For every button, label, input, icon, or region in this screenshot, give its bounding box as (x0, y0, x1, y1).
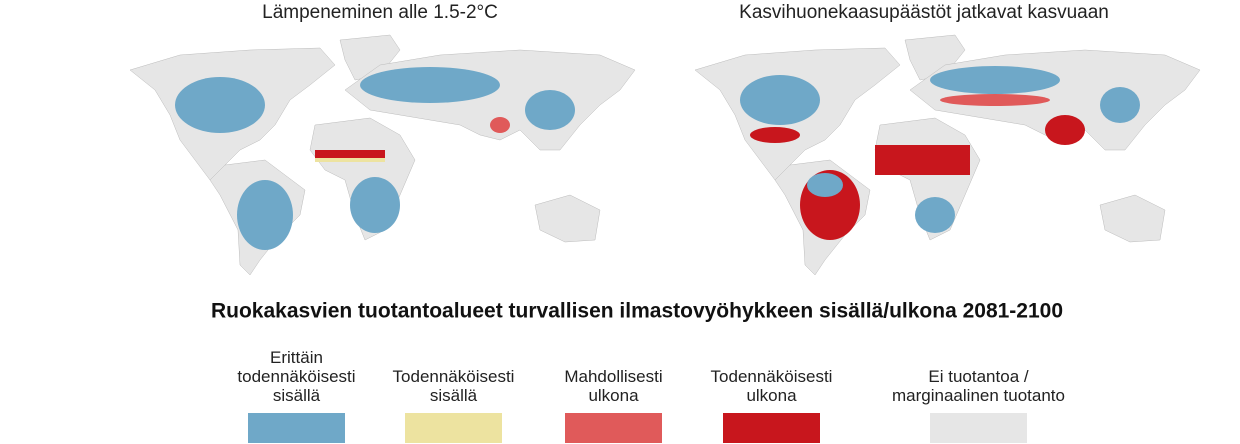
legend: ErittäintodennäköisestisisälläTodennäköi… (237, 348, 1065, 443)
legend-label: ulkona (588, 386, 639, 405)
legend-label: Todennäköisesti (711, 367, 833, 386)
legend-swatch (723, 413, 820, 443)
legend-label: Mahdollisesti (564, 367, 662, 386)
legend-label: Todennäköisesti (393, 367, 515, 386)
legend-swatch (248, 413, 345, 443)
legend-label: marginaalinen tuotanto (892, 386, 1065, 405)
legend-label: sisällä (273, 386, 321, 405)
legend-label: sisällä (430, 386, 478, 405)
legend-label: todennäköisesti (237, 367, 355, 386)
legend-label: Ei tuotantoa / (928, 367, 1028, 386)
map-left (129, 34, 636, 276)
legend-title: Ruokakasvien tuotantoalueet turvallisen … (211, 300, 1063, 323)
map-title: Kasvihuonekaasupäästöt jatkavat kasvuaan (739, 2, 1109, 23)
legend-swatch (565, 413, 662, 443)
legend-label: Erittäin (270, 348, 323, 367)
map-right (694, 34, 1201, 276)
legend-swatch (930, 413, 1027, 443)
map-title: Lämpeneminen alle 1.5-2°C (262, 2, 498, 23)
legend-label: ulkona (746, 386, 797, 405)
legend-swatch (405, 413, 502, 443)
